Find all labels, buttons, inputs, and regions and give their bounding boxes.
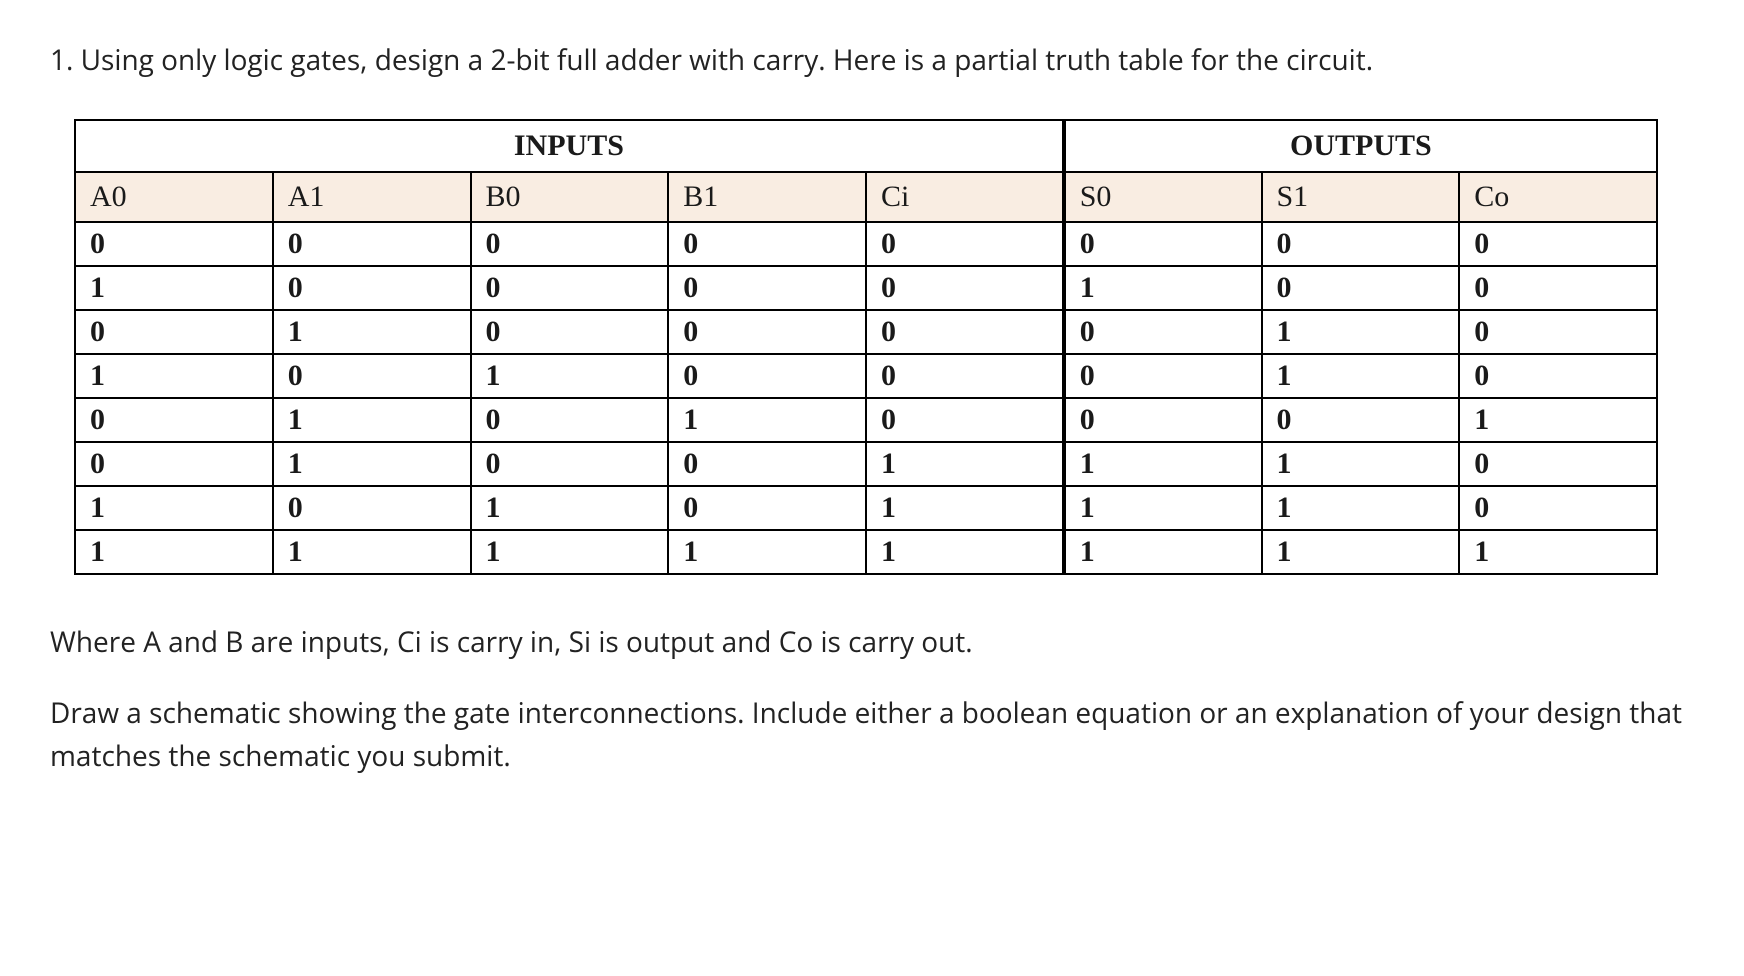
table-cell: 0 (75, 398, 273, 442)
table-cell: 0 (273, 486, 471, 530)
table-cell: 1 (75, 530, 273, 574)
table-cell: 1 (1459, 398, 1657, 442)
table-cell: 0 (866, 266, 1064, 310)
question-instruction: Draw a schematic showing the gate interc… (50, 692, 1694, 779)
column-header: A0 (75, 172, 273, 222)
table-cell: 1 (866, 486, 1064, 530)
column-header: B0 (471, 172, 669, 222)
table-cell: 0 (471, 222, 669, 266)
table-cell: 1 (1262, 530, 1460, 574)
column-header: Ci (866, 172, 1064, 222)
column-header: B1 (668, 172, 866, 222)
table-cell: 1 (668, 398, 866, 442)
table-cell: 0 (668, 354, 866, 398)
question-prompt: 1. Using only logic gates, design a 2-bi… (50, 40, 1694, 81)
table-cell: 0 (866, 310, 1064, 354)
table-cell: 0 (273, 222, 471, 266)
group-header-outputs: OUTPUTS (1064, 120, 1657, 172)
table-cell: 0 (1459, 266, 1657, 310)
table-cell: 1 (1459, 530, 1657, 574)
column-header-row: A0A1B0B1CiS0S1Co (75, 172, 1657, 222)
column-header: S0 (1064, 172, 1262, 222)
table-cell: 0 (668, 222, 866, 266)
question-footer: Where A and B are inputs, Ci is carry in… (50, 621, 1694, 779)
table-cell: 0 (866, 398, 1064, 442)
table-cell: 1 (75, 486, 273, 530)
table-cell: 1 (1064, 266, 1262, 310)
table-cell: 0 (866, 354, 1064, 398)
table-cell: 1 (1262, 486, 1460, 530)
table-row: 10101110 (75, 486, 1657, 530)
group-header-row: INPUTS OUTPUTS (75, 120, 1657, 172)
table-cell: 1 (471, 486, 669, 530)
table-cell: 0 (471, 266, 669, 310)
table-cell: 0 (75, 310, 273, 354)
table-cell: 0 (1262, 222, 1460, 266)
table-row: 11111111 (75, 530, 1657, 574)
truth-table: INPUTS OUTPUTS A0A1B0B1CiS0S1Co 00000000… (74, 119, 1658, 575)
table-row: 00000000 (75, 222, 1657, 266)
table-cell: 1 (471, 530, 669, 574)
question-note: Where A and B are inputs, Ci is carry in… (50, 621, 1694, 664)
table-row: 10000100 (75, 266, 1657, 310)
table-cell: 1 (1262, 354, 1460, 398)
truth-table-container: INPUTS OUTPUTS A0A1B0B1CiS0S1Co 00000000… (50, 119, 1694, 575)
table-cell: 0 (75, 222, 273, 266)
table-cell: 0 (866, 222, 1064, 266)
table-cell: 0 (471, 442, 669, 486)
table-cell: 0 (1064, 354, 1262, 398)
table-cell: 1 (1064, 486, 1262, 530)
table-cell: 0 (1459, 486, 1657, 530)
column-header: A1 (273, 172, 471, 222)
table-cell: 0 (1064, 310, 1262, 354)
table-cell: 0 (668, 442, 866, 486)
table-cell: 0 (1459, 310, 1657, 354)
table-cell: 0 (1064, 398, 1262, 442)
table-cell: 0 (273, 354, 471, 398)
table-cell: 0 (1262, 266, 1460, 310)
table-cell: 0 (75, 442, 273, 486)
table-cell: 0 (1459, 442, 1657, 486)
column-header: Co (1459, 172, 1657, 222)
table-cell: 1 (75, 266, 273, 310)
table-cell: 1 (668, 530, 866, 574)
table-cell: 1 (273, 530, 471, 574)
table-cell: 1 (75, 354, 273, 398)
table-cell: 0 (668, 266, 866, 310)
table-cell: 0 (471, 398, 669, 442)
table-cell: 0 (668, 486, 866, 530)
table-cell: 0 (1459, 354, 1657, 398)
table-row: 01001110 (75, 442, 1657, 486)
table-row: 01000010 (75, 310, 1657, 354)
table-cell: 1 (471, 354, 669, 398)
table-cell: 1 (1262, 442, 1460, 486)
table-cell: 1 (1064, 530, 1262, 574)
table-cell: 0 (668, 310, 866, 354)
table-cell: 0 (471, 310, 669, 354)
table-cell: 0 (273, 266, 471, 310)
table-cell: 0 (1459, 222, 1657, 266)
table-row: 01010001 (75, 398, 1657, 442)
column-header: S1 (1262, 172, 1460, 222)
table-cell: 1 (866, 442, 1064, 486)
table-cell: 1 (1064, 442, 1262, 486)
table-cell: 0 (1064, 222, 1262, 266)
table-row: 10100010 (75, 354, 1657, 398)
table-cell: 1 (1262, 310, 1460, 354)
table-cell: 1 (273, 310, 471, 354)
table-cell: 0 (1262, 398, 1460, 442)
table-cell: 1 (273, 398, 471, 442)
table-cell: 1 (866, 530, 1064, 574)
table-cell: 1 (273, 442, 471, 486)
group-header-inputs: INPUTS (75, 120, 1064, 172)
